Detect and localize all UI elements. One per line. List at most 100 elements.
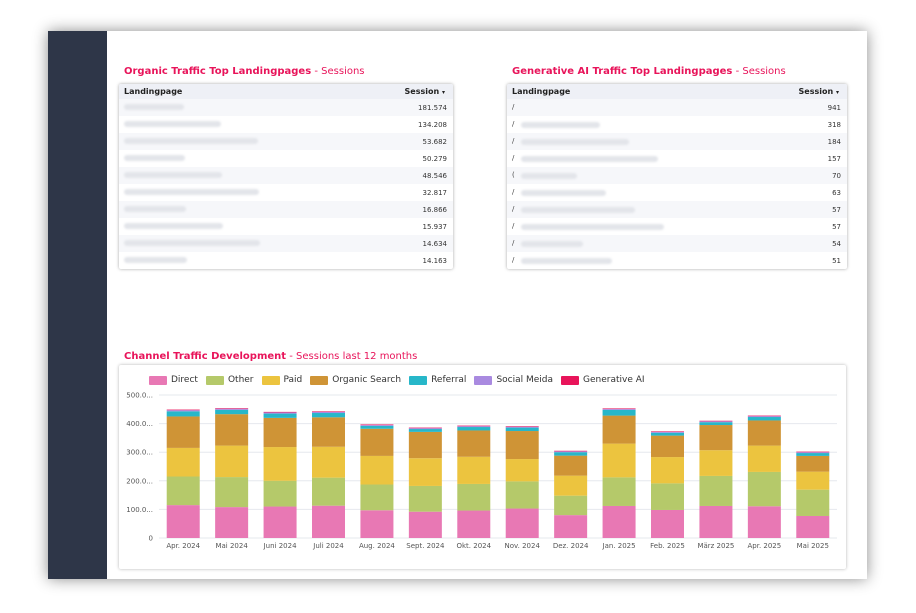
bar-segment[interactable] bbox=[215, 409, 249, 415]
bar-segment[interactable] bbox=[505, 431, 539, 460]
bar-segment[interactable] bbox=[408, 429, 442, 432]
table-row[interactable]: 14.163 bbox=[119, 252, 453, 269]
bar-segment[interactable] bbox=[651, 483, 684, 510]
bar-segment[interactable] bbox=[312, 446, 345, 478]
bar-segment[interactable] bbox=[408, 485, 442, 512]
bar-segment[interactable] bbox=[408, 428, 442, 430]
table-row[interactable]: / 54 bbox=[507, 235, 847, 252]
bar-segment[interactable] bbox=[360, 455, 394, 485]
bar-segment[interactable] bbox=[505, 481, 539, 509]
col-landingpage[interactable]: Landingpage bbox=[124, 87, 183, 96]
legend-item[interactable]: Organic Search bbox=[310, 375, 401, 385]
bar-segment[interactable] bbox=[457, 510, 491, 538]
bar-segment[interactable] bbox=[312, 417, 345, 447]
bar-segment[interactable] bbox=[747, 420, 781, 446]
bar-segment[interactable] bbox=[457, 456, 491, 484]
bar-segment[interactable] bbox=[360, 425, 394, 429]
bar-segment[interactable] bbox=[602, 409, 636, 416]
bar-segment[interactable] bbox=[312, 411, 345, 412]
bar-segment[interactable] bbox=[747, 506, 781, 538]
bar-segment[interactable] bbox=[166, 416, 200, 448]
bar-segment[interactable] bbox=[408, 458, 442, 486]
table-row[interactable]: 53.682 bbox=[119, 133, 453, 150]
bar-segment[interactable] bbox=[263, 417, 297, 448]
bar-segment[interactable] bbox=[505, 427, 539, 432]
bar-segment[interactable] bbox=[408, 511, 442, 538]
bar-segment[interactable] bbox=[602, 409, 636, 410]
bar-segment[interactable] bbox=[505, 426, 539, 428]
bar-segment[interactable] bbox=[699, 450, 733, 476]
bar-segment[interactable] bbox=[166, 476, 200, 506]
bar-segment[interactable] bbox=[215, 477, 249, 508]
bar-segment[interactable] bbox=[457, 483, 491, 511]
bar-segment[interactable] bbox=[360, 425, 394, 426]
col-session[interactable]: Session ▾ bbox=[799, 87, 839, 96]
bar-segment[interactable] bbox=[699, 421, 733, 423]
bar-segment[interactable] bbox=[602, 415, 636, 444]
legend-item[interactable]: Other bbox=[205, 375, 254, 385]
legend-item[interactable]: Social Meida bbox=[474, 375, 553, 385]
bar-segment[interactable] bbox=[263, 506, 297, 538]
bar-segment[interactable] bbox=[166, 410, 200, 412]
bar-segment[interactable] bbox=[651, 435, 684, 458]
table-row[interactable]: 48.546 bbox=[119, 167, 453, 184]
bar-segment[interactable] bbox=[505, 508, 539, 538]
legend-item[interactable]: Referral bbox=[409, 375, 466, 385]
bar-segment[interactable] bbox=[166, 409, 200, 411]
bar-segment[interactable] bbox=[554, 450, 588, 452]
bar-segment[interactable] bbox=[457, 426, 491, 428]
bar-segment[interactable] bbox=[505, 459, 539, 482]
bar-segment[interactable] bbox=[747, 415, 781, 417]
bar-segment[interactable] bbox=[651, 457, 684, 484]
bar-segment[interactable] bbox=[651, 431, 684, 432]
bar-segment[interactable] bbox=[747, 416, 781, 418]
table-row[interactable]: / 51 bbox=[507, 252, 847, 269]
bar-segment[interactable] bbox=[554, 452, 588, 456]
table-row[interactable]: / 184 bbox=[507, 133, 847, 150]
col-session[interactable]: Session ▾ bbox=[405, 87, 445, 96]
bar-segment[interactable] bbox=[263, 412, 297, 414]
table-row[interactable]: 15.937 bbox=[119, 218, 453, 235]
bar-segment[interactable] bbox=[554, 495, 588, 516]
bar-segment[interactable] bbox=[651, 509, 684, 538]
table-row[interactable]: / 941 bbox=[507, 99, 847, 116]
bar-segment[interactable] bbox=[360, 428, 394, 456]
legend-item[interactable]: Paid bbox=[261, 375, 302, 385]
bar-segment[interactable] bbox=[554, 455, 588, 476]
bar-segment[interactable] bbox=[796, 455, 830, 472]
bar-segment[interactable] bbox=[457, 425, 491, 427]
bar-segment[interactable] bbox=[215, 445, 249, 478]
bar-segment[interactable] bbox=[602, 443, 636, 478]
bar-segment[interactable] bbox=[263, 411, 297, 413]
sort-desc-icon[interactable]: ▾ bbox=[835, 89, 839, 96]
bar-segment[interactable] bbox=[360, 424, 394, 426]
bar-segment[interactable] bbox=[215, 414, 249, 446]
sort-desc-icon[interactable]: ▾ bbox=[441, 89, 445, 96]
bar-segment[interactable] bbox=[263, 413, 297, 418]
table-row[interactable]: 32.817 bbox=[119, 184, 453, 201]
bar-segment[interactable] bbox=[360, 484, 394, 511]
bar-segment[interactable] bbox=[651, 431, 684, 433]
bar-segment[interactable] bbox=[360, 510, 394, 538]
bar-segment[interactable] bbox=[699, 422, 733, 426]
table-row[interactable]: 134.208 bbox=[119, 116, 453, 133]
col-landingpage[interactable]: Landingpage bbox=[512, 87, 571, 96]
bar-segment[interactable] bbox=[312, 411, 345, 414]
bar-segment[interactable] bbox=[602, 505, 636, 538]
table-row[interactable]: / 63 bbox=[507, 184, 847, 201]
table-row[interactable]: 14.634 bbox=[119, 235, 453, 252]
bar-segment[interactable] bbox=[699, 420, 733, 422]
table-row[interactable]: / 157 bbox=[507, 150, 847, 167]
bar-segment[interactable] bbox=[699, 425, 733, 451]
legend-item[interactable]: Direct bbox=[149, 375, 198, 385]
bar-segment[interactable] bbox=[747, 471, 781, 507]
table-row[interactable]: / 57 bbox=[507, 218, 847, 235]
bar-segment[interactable] bbox=[408, 431, 442, 459]
bar-segment[interactable] bbox=[796, 453, 830, 456]
bar-segment[interactable] bbox=[166, 411, 200, 417]
table-row[interactable]: / 57 bbox=[507, 201, 847, 218]
table-row[interactable]: 181.574 bbox=[119, 99, 453, 116]
bar-segment[interactable] bbox=[312, 413, 345, 418]
bar-segment[interactable] bbox=[263, 447, 297, 481]
bar-segment[interactable] bbox=[602, 408, 636, 410]
